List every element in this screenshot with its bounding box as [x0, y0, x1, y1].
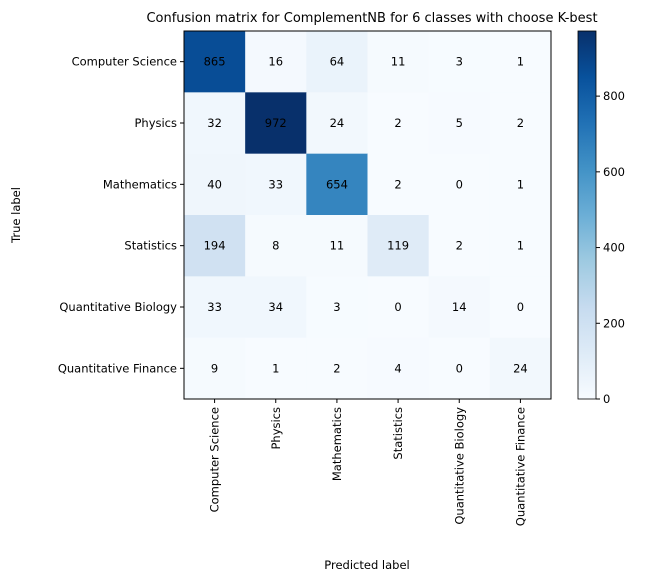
cell-value: 8	[272, 239, 279, 253]
cell-value: 0	[456, 177, 463, 191]
colorbar-tick-label: 800	[603, 89, 625, 103]
cell-value: 1	[517, 177, 524, 191]
y-tick-label: Quantitative Finance	[58, 361, 177, 375]
y-tick-label: Physics	[134, 116, 177, 130]
cell-value: 654	[326, 177, 348, 191]
matrix-cell	[184, 276, 246, 339]
matrix-cell	[306, 153, 368, 216]
matrix-cell	[367, 31, 430, 93]
cell-value: 40	[207, 177, 222, 191]
y-tick-label: Mathematics	[103, 177, 177, 191]
cell-value: 0	[517, 300, 524, 314]
y-tick-label: Quantitative Biology	[59, 300, 177, 314]
cell-value: 2	[394, 116, 401, 130]
matrix-cell	[489, 153, 552, 216]
matrix-cell	[428, 31, 491, 93]
y-tick-labels: Computer Science Physics Mathematics Statis…	[58, 55, 184, 375]
colorbar-tick-label: 200	[603, 316, 625, 330]
cell-value: 1	[517, 55, 524, 69]
cell-value: 0	[456, 361, 463, 375]
cell-value: 14	[452, 300, 467, 314]
matrix-cell	[367, 337, 430, 400]
matrix-cell	[245, 337, 307, 400]
matrix-cell	[245, 153, 307, 216]
matrix-cell	[184, 92, 246, 155]
matrix-cell	[367, 215, 430, 277]
x-tick-labels: Computer Science Physics Mathematics Statis…	[208, 399, 527, 526]
cell-value: 64	[330, 55, 345, 69]
x-tick-label: Mathematics	[330, 407, 344, 481]
colorbar-tick-label: 0	[603, 392, 610, 406]
cell-value: 33	[268, 177, 283, 191]
cell-value: 24	[330, 116, 345, 130]
cell-value: 2	[517, 116, 524, 130]
matrix-cell	[367, 92, 430, 155]
chart-title: Confusion matrix for ComplementNB for 6 …	[146, 11, 597, 26]
cell-value: 11	[330, 239, 345, 253]
matrix-cell	[367, 153, 430, 216]
cell-value: 3	[333, 300, 340, 314]
cell-value: 34	[268, 300, 283, 314]
matrix-cell	[306, 276, 368, 339]
colorbar-tick-label: 600	[603, 165, 625, 179]
matrix-cell	[428, 215, 491, 277]
cell-value: 2	[333, 361, 340, 375]
colorbar-ticks: 0 200 400 600 800	[596, 89, 625, 406]
cell-value: 1	[517, 239, 524, 253]
cell-value: 1	[272, 361, 279, 375]
y-tick-label: Computer Science	[72, 55, 177, 69]
cell-value: 24	[513, 361, 528, 375]
cell-value: 2	[456, 239, 463, 253]
matrix-cell	[245, 92, 307, 155]
matrix-cell	[428, 92, 491, 155]
matrix-cell	[428, 153, 491, 216]
cell-value: 0	[394, 300, 401, 314]
matrix-cell	[184, 337, 246, 400]
matrix-cell	[245, 215, 307, 277]
plot-frame	[183, 30, 552, 400]
cell-value: 3	[456, 55, 463, 69]
matrix-cell	[184, 153, 246, 216]
matrix-cell	[306, 215, 368, 277]
matrix-cell	[489, 92, 552, 155]
x-tick-label: Quantitative Finance	[513, 407, 527, 526]
x-tick-label: Physics	[269, 407, 283, 450]
cell-value: 119	[387, 239, 409, 253]
matrix-cell	[245, 276, 307, 339]
matrix-cell	[184, 215, 246, 277]
colorbar-tick-label: 400	[603, 241, 625, 255]
matrix-cell	[489, 337, 552, 400]
x-tick-label: Quantitative Biology	[452, 407, 466, 525]
y-tick-label: Statistics	[124, 239, 177, 253]
matrix-cell	[428, 337, 491, 400]
cell-value: 11	[391, 55, 406, 69]
cell-value: 9	[211, 361, 218, 375]
x-axis-label: Predicted label	[324, 558, 409, 572]
cell-value: 33	[207, 300, 222, 314]
cell-value: 16	[268, 55, 283, 69]
cell-value: 972	[265, 116, 287, 130]
matrix-cell	[489, 276, 552, 339]
y-axis-label: True label	[9, 187, 23, 244]
x-tick-label: Computer Science	[208, 407, 222, 512]
matrix-cell	[306, 31, 368, 93]
cell-value: 2	[394, 177, 401, 191]
matrix-cell	[245, 31, 307, 93]
matrix-cell	[306, 337, 368, 400]
cell-value: 865	[204, 55, 226, 69]
matrix-cell	[489, 31, 552, 93]
x-tick-label: Statistics	[391, 407, 405, 460]
matrix-cell	[184, 31, 246, 93]
cell-value: 5	[456, 116, 463, 130]
matrix-cell	[367, 276, 430, 339]
cell-value: 194	[204, 239, 226, 253]
matrix-cell	[306, 92, 368, 155]
cell-value: 32	[207, 116, 222, 130]
matrix-cell	[428, 276, 491, 339]
colorbar	[577, 30, 597, 400]
matrix-cell	[489, 215, 552, 277]
cell-value: 4	[394, 361, 401, 375]
